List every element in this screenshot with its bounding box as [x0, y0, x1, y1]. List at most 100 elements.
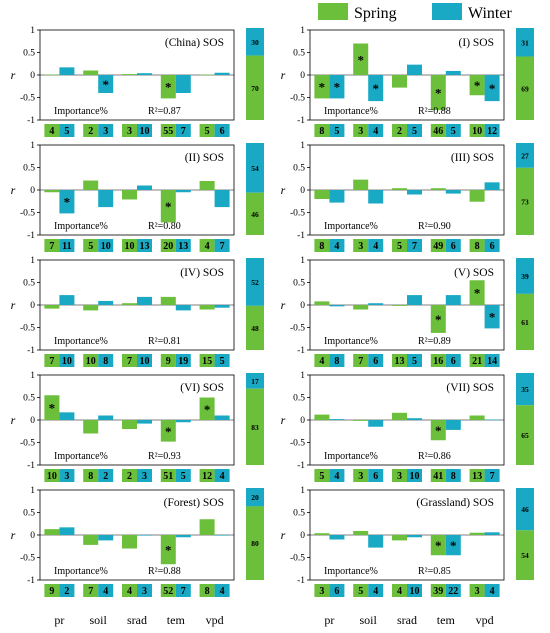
legend-label-spring: Spring [354, 5, 397, 22]
bar-winter-soil [98, 535, 114, 541]
panel-title: (III) SOS [451, 152, 494, 164]
panel-4: 1 0.5 0 -0.5 -1 r (III) SOS Importance% R²=0.90 8… [281, 141, 534, 252]
stacked-value-spring: 48 [251, 324, 259, 333]
y-tick-label: 0 [30, 301, 35, 311]
importance-value-spring: 7 [49, 241, 54, 252]
importance-box-spring [469, 354, 485, 367]
importance-box-winter [214, 239, 230, 252]
importance-value-spring: 16 [433, 356, 443, 367]
significance-marker: * [165, 424, 172, 439]
significance-marker: * [450, 538, 457, 553]
bar-winter-pr [59, 412, 75, 420]
importance-box-spring [199, 469, 215, 482]
panel-title: (I) SOS [459, 37, 494, 49]
importance-box-winter [137, 354, 152, 367]
legend-swatch-spring [318, 3, 348, 20]
importance-value-spring: 46 [433, 126, 443, 137]
bar-spring-srad [392, 412, 407, 420]
importance-box-winter [407, 239, 422, 252]
importance-value-winter: 2 [64, 586, 69, 597]
y-tick-label: -0.5 [20, 554, 35, 564]
importance-box-spring [160, 469, 176, 482]
importance-value-winter: 6 [373, 356, 378, 367]
y-axis-label: r [281, 413, 286, 427]
legend-label-winter: Winter [468, 5, 512, 22]
bar-winter-soil [98, 415, 114, 420]
importance-label: Importance% [54, 106, 108, 117]
importance-box-winter [484, 469, 500, 482]
importance-value-spring: 5 [205, 126, 210, 137]
x-tick-label-vpd: vpd [206, 613, 224, 627]
importance-label: Importance% [54, 221, 108, 232]
stacked-value-spring: 69 [521, 84, 529, 93]
stacked-bar-spring [246, 192, 264, 235]
y-tick-label: -0.5 [290, 94, 305, 104]
panel-2: 1 0.5 0 -0.5 -1 r (I) SOS * * * * * * * Importance% R²=… [281, 26, 534, 137]
importance-value-spring: 4 [397, 586, 402, 597]
significance-marker: * [165, 199, 172, 214]
importance-value-winter: 7 [181, 586, 186, 597]
significance-marker: * [319, 80, 326, 95]
panel-title: (IV) SOS [180, 267, 224, 279]
bar-spring-soil [83, 180, 99, 190]
x-tick-label-soil: soil [360, 613, 378, 627]
significance-marker: * [435, 86, 442, 101]
bar-winter-soil [368, 535, 384, 548]
bar-winter-pr [59, 295, 75, 305]
importance-value-winter: 14 [487, 356, 497, 367]
y-tick-label: 0.5 [293, 394, 305, 404]
importance-box-spring [160, 124, 176, 137]
stacked-bar-winter [516, 258, 534, 294]
importance-value-spring: 39 [433, 586, 443, 597]
x-tick-label-srad: srad [397, 613, 417, 627]
y-tick-label: -1 [27, 231, 35, 241]
importance-box-winter [59, 354, 75, 367]
x-tick-label-soil: soil [90, 613, 108, 627]
panel-10: 1 0.5 0 -0.5 -1 r (Grassland) SOS * * Importance%… [281, 486, 534, 597]
bar-winter-pr [329, 75, 345, 99]
stacked-bar-winter [516, 488, 534, 531]
y-axis-label: r [281, 528, 286, 542]
stacked-value-winter: 17 [251, 377, 259, 386]
importance-value-winter: 5 [64, 126, 69, 137]
y-tick-label: -1 [27, 461, 35, 471]
y-tick-label: 1 [300, 141, 305, 151]
importance-value-winter: 8 [334, 356, 339, 367]
importance-box-spring [469, 584, 485, 597]
importance-box-spring [44, 124, 60, 137]
y-tick-label: -0.5 [290, 209, 305, 219]
panel-title: (VII) SOS [446, 382, 494, 394]
importance-value-spring: 20 [163, 241, 173, 252]
bar-winter-vpd [214, 190, 230, 208]
importance-value-winter: 8 [103, 356, 108, 367]
importance-value-winter: 6 [334, 586, 339, 597]
importance-box-spring [430, 124, 446, 137]
importance-value-winter: 4 [490, 586, 495, 597]
stacked-value-spring: 73 [521, 197, 529, 206]
importance-value-spring: 2 [127, 471, 132, 482]
importance-box-spring [469, 239, 485, 252]
stacked-bar-spring [516, 405, 534, 465]
importance-label: Importance% [54, 336, 108, 347]
importance-value-spring: 21 [472, 356, 482, 367]
bar-winter-tem [445, 295, 461, 305]
significance-marker: * [357, 52, 364, 67]
importance-box-winter [445, 124, 461, 137]
importance-box-winter [445, 354, 461, 367]
importance-box-spring [430, 354, 446, 367]
y-tick-label: 1 [300, 486, 305, 496]
y-tick-label: 0.5 [23, 164, 35, 174]
importance-value-spring: 7 [358, 356, 363, 367]
stacked-value-winter: 35 [521, 385, 529, 394]
panel-3: 1 0.5 0 -0.5 -1 r (II) SOS * * Importance% R²=0.80… [11, 141, 264, 252]
importance-box-spring [83, 124, 99, 137]
bar-winter-pr [329, 535, 345, 540]
bar-winter-vpd [484, 305, 500, 329]
importance-box-spring [44, 584, 60, 597]
bar-winter-soil [98, 190, 114, 208]
panels: 1 0.5 0 -0.5 -1 r (China) SOS * * Importance% R²=0… [11, 26, 534, 597]
bar-winter-srad [407, 190, 422, 195]
importance-value-spring: 7 [88, 586, 93, 597]
panel-title: (V) SOS [454, 267, 494, 279]
y-tick-label: 0 [300, 416, 305, 426]
